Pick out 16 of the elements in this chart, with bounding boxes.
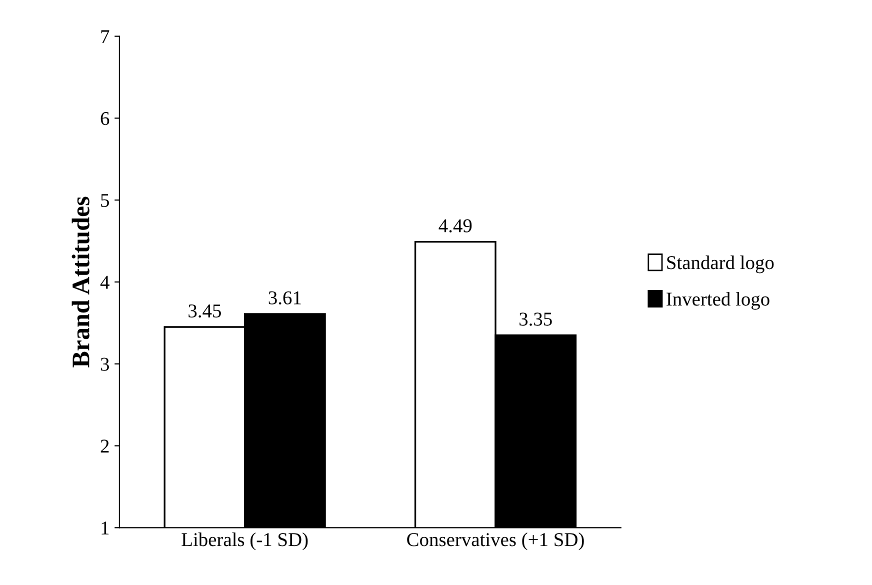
y-axis-title: Brand Attitudes bbox=[72, 196, 90, 368]
y-tick-label: 2 bbox=[100, 440, 109, 453]
x-tick-label: Conservatives (+1 SD) bbox=[407, 532, 584, 550]
y-tick-label: 5 bbox=[101, 194, 109, 208]
data-label: 4.49 bbox=[438, 219, 472, 232]
legend-label: Inverted logo bbox=[666, 292, 770, 310]
y-tick-label: 4 bbox=[100, 276, 110, 289]
y-tick-label: 3 bbox=[100, 358, 109, 371]
data-label: 3.35 bbox=[520, 312, 552, 326]
y-tick-label: 1 bbox=[102, 522, 109, 534]
data-label: 3.45 bbox=[188, 304, 221, 318]
y-tick-label: 6 bbox=[100, 112, 110, 126]
x-tick-label: Liberals (-1 SD) bbox=[182, 532, 308, 550]
legend-label: Standard logo bbox=[667, 256, 774, 274]
data-label: 3.61 bbox=[268, 291, 301, 304]
y-tick-label: 7 bbox=[101, 30, 110, 44]
